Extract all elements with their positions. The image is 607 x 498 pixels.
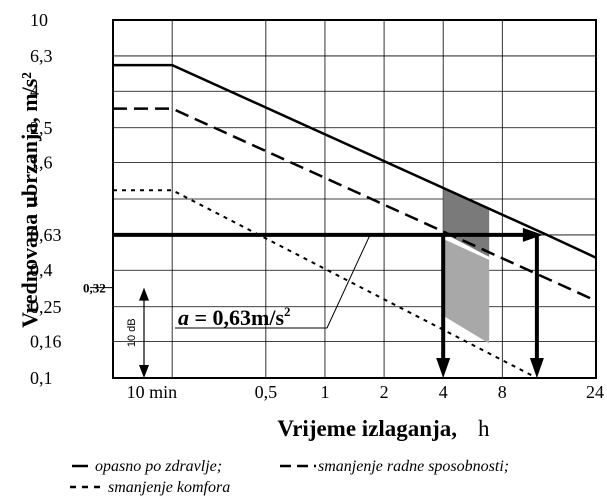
legend-label-dotted: smanjenje komfora	[108, 479, 230, 496]
legend-label-solid: opasno po zdravlje;	[95, 458, 222, 475]
range-label: 10 dB	[126, 318, 138, 347]
reference-value-label: a = 0,63m/s2	[178, 304, 291, 330]
series-line-dashed	[113, 107, 597, 302]
y-tick-label: 0,16	[30, 331, 62, 351]
x-tick-labels: 10 min 0,5 1 2 4 8 24	[127, 382, 604, 402]
x-tick-label: 0,5	[255, 382, 278, 402]
x-tick-label: 1	[320, 382, 329, 402]
shaded-band-dark	[443, 187, 490, 257]
y-tick-label: 1,6	[30, 152, 53, 172]
y-tick-label: 0,4	[30, 260, 53, 280]
down-arrow-head	[436, 358, 451, 378]
y-tick-label: 0,63	[30, 225, 62, 245]
y-tick-label: 4	[30, 81, 39, 101]
y-tick-label: 2,5	[30, 118, 53, 138]
x-tick-label: 24	[586, 382, 604, 402]
shaded-band-light	[443, 238, 490, 344]
shaded-regions	[443, 187, 490, 344]
x-tick-label: 8	[498, 382, 507, 402]
down-arrow-head	[529, 358, 544, 378]
legend-label-dashed: smanjenje radne sposobnosti;	[318, 458, 509, 475]
x-tick-label: 4	[439, 382, 448, 402]
callout-leader	[326, 234, 371, 329]
y-tick-label: 0,1	[30, 368, 53, 388]
y-tick-label: 0,25	[30, 297, 62, 317]
y-tick-labels: 0,1 0,16 0,25 0,4 0,63 1 1,6 2,5 4 6,3 10	[30, 10, 62, 388]
y-tick-label: 10	[30, 10, 48, 30]
range-arrow-down	[139, 365, 149, 378]
series-lines	[113, 63, 597, 379]
x-axis-unit: h	[478, 416, 490, 441]
legend: opasno po zdravlje; smanjenje radne spos…	[70, 458, 509, 496]
range-arrow-up	[139, 287, 149, 301]
x-axis-label: Vrijeme izlaganja,	[277, 416, 457, 441]
extra-tick-label: 0,32	[83, 281, 106, 296]
series-line-dotted	[113, 189, 538, 379]
series-line-solid	[113, 63, 597, 259]
y-tick-label: 1	[30, 189, 39, 209]
y-tick-label: 6,3	[30, 46, 53, 66]
x-tick-label: 10 min	[127, 382, 178, 402]
annotations: a = 0,63m/s2 0,32 10 dB	[83, 227, 544, 378]
plot-frame	[112, 19, 597, 379]
reference-arrowhead	[522, 227, 543, 242]
x-tick-label: 2	[380, 382, 389, 402]
y-axis-label: Vrednovana ubrzanja, m/s²	[17, 72, 42, 328]
